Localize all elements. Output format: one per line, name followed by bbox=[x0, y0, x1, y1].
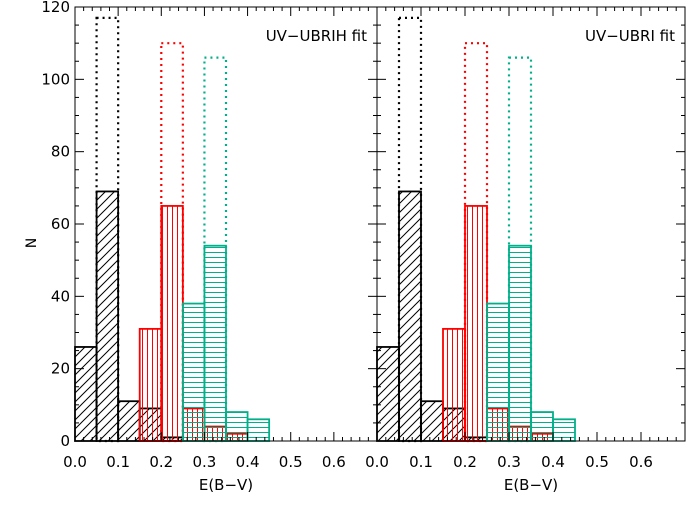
bar-3-0 bbox=[74, 346, 98, 442]
bar-5-0 bbox=[486, 302, 510, 442]
y-tick-label: 40 bbox=[51, 287, 70, 305]
x-tick-label: 0.2 bbox=[453, 453, 477, 471]
series-5 bbox=[181, 244, 271, 442]
bar-4-1 bbox=[464, 205, 488, 442]
x-tick-label: 0.2 bbox=[149, 453, 173, 471]
series-5 bbox=[486, 244, 576, 442]
bar-5-0 bbox=[181, 302, 206, 442]
bar-4-0 bbox=[442, 327, 466, 442]
bar-3-1 bbox=[95, 190, 120, 442]
x-axis: 0.0 0.1 0.2 0.3 0.4 0.5 0.6 bbox=[365, 7, 686, 471]
x-axis-label: E(B−V) bbox=[504, 476, 558, 494]
bar-4-0 bbox=[138, 327, 163, 442]
x-tick-label: 0.4 bbox=[541, 453, 565, 471]
bar-3-2 bbox=[420, 400, 444, 442]
bar-5-2 bbox=[225, 411, 249, 442]
y-tick-label: 100 bbox=[41, 70, 70, 88]
histogram-panel-uv-ubrih: 0.0 0.1 0.2 0.3 0.4 0.5 0.6 0 20 40 60 80 100 120 E(B−… bbox=[41, 0, 378, 494]
x-tick-label: 0.6 bbox=[629, 453, 653, 471]
y-axis bbox=[377, 6, 685, 442]
x-tick-label: 0.1 bbox=[409, 453, 433, 471]
panel-label: UV−UBRI fit bbox=[585, 27, 675, 45]
bar-3-0 bbox=[376, 346, 400, 442]
x-axis-label: E(B−V) bbox=[199, 476, 253, 494]
y-tick-label: 120 bbox=[41, 0, 70, 16]
y-tick-label: 20 bbox=[51, 360, 70, 378]
bar-4-1 bbox=[160, 205, 184, 442]
bar-5-3 bbox=[552, 418, 576, 442]
bar-3-1 bbox=[398, 190, 422, 442]
bar-5-2 bbox=[530, 411, 554, 442]
y-tick-label: 0 bbox=[60, 432, 70, 450]
x-tick-label: 0.1 bbox=[106, 453, 130, 471]
histogram-panel-uv-ubri: 0.0 0.1 0.2 0.3 0.4 0.5 0.6 E(B−V) UV−UBRI fit bbox=[365, 6, 686, 494]
x-tick-label: 0.0 bbox=[365, 453, 389, 471]
bar-5-1 bbox=[508, 244, 532, 442]
x-tick-label: 0.3 bbox=[192, 453, 216, 471]
x-tick-label: 0.3 bbox=[497, 453, 521, 471]
panel-label: UV−UBRIH fit bbox=[266, 27, 367, 45]
x-tick-label: 0.5 bbox=[279, 453, 303, 471]
y-axis: 0 20 40 60 80 100 120 bbox=[41, 0, 377, 450]
bar-3-2 bbox=[117, 400, 141, 442]
x-tick-label: 0.6 bbox=[322, 453, 346, 471]
x-tick-label: 0.5 bbox=[585, 453, 609, 471]
x-axis: 0.0 0.1 0.2 0.3 0.4 0.5 0.6 bbox=[63, 7, 378, 471]
bar-5-1 bbox=[203, 244, 227, 442]
bar-5-3 bbox=[246, 418, 271, 442]
y-tick-label: 60 bbox=[51, 215, 70, 233]
x-tick-label: 0.0 bbox=[63, 453, 87, 471]
y-axis-label: N bbox=[24, 238, 40, 248]
y-tick-label: 80 bbox=[51, 143, 70, 161]
x-tick-label: 0.4 bbox=[236, 453, 260, 471]
